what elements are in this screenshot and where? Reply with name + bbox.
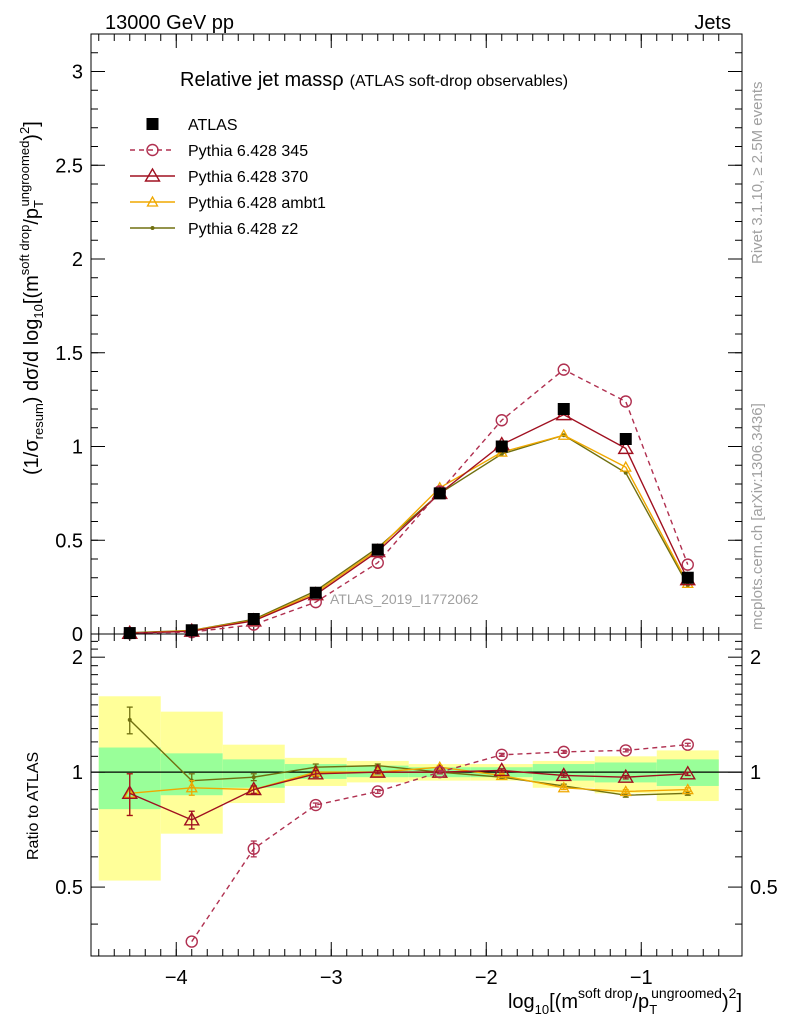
- legend-item: Pythia 6.428 345: [130, 143, 308, 160]
- x-tick-label: −2: [475, 967, 498, 989]
- ratio-data-point: [371, 785, 384, 798]
- main-y-tick-label: 3: [72, 62, 83, 84]
- main-y-tick-label: 2.5: [55, 155, 83, 177]
- ratio-y-tick-label: 1: [72, 762, 83, 784]
- plot-title-sub: (ATLAS soft-drop observables): [350, 73, 568, 90]
- ratio-data-point: [127, 717, 132, 722]
- data-point: [433, 487, 446, 500]
- ratio-data-point: [681, 738, 694, 751]
- ratio-series-line: [129, 769, 688, 821]
- x-tick-label: −1: [630, 967, 653, 989]
- data-point: [185, 624, 198, 637]
- header-analysis-label: Jets: [694, 12, 731, 34]
- data-point: [681, 558, 694, 571]
- legend-item: Pythia 6.428 370: [130, 167, 308, 186]
- mcplots-label: mcplots.cern.ch [arXiv:1306.3436]: [749, 403, 766, 630]
- main-y-axis-label: (1/σresum) dσ/d log10[(msoft drop/pTungr…: [17, 121, 46, 475]
- legend-marker: [146, 195, 159, 207]
- series-line: [129, 413, 689, 634]
- legend-item: ATLAS: [146, 117, 238, 134]
- data-point: [247, 613, 260, 625]
- ratio-data-point: [309, 798, 322, 812]
- plot-title: Relative jet massρ (ATLAS soft-drop obser…: [180, 69, 568, 91]
- legend-label: Pythia 6.428 z2: [188, 221, 298, 238]
- ratio-data-point: [369, 763, 386, 778]
- ratio-data-point: [307, 765, 324, 780]
- ratio-data-point: [495, 748, 508, 762]
- data-point: [123, 627, 136, 640]
- ratio-data-point: [247, 842, 260, 855]
- data-point: [557, 428, 570, 440]
- ratio-y-tick-label-right: 2: [750, 647, 761, 669]
- data-point: [619, 395, 632, 408]
- data-point: [619, 460, 632, 472]
- ratio-data-point: [617, 768, 634, 783]
- ratio-series-line: [129, 719, 688, 796]
- main-y-tick-label: 2: [72, 249, 83, 271]
- ratio-y-tick-label-right: 1: [750, 762, 761, 784]
- legend-marker: [146, 143, 159, 157]
- ratio-data-point: [245, 781, 262, 796]
- data-point: [309, 586, 322, 599]
- rivet-version-label: Rivet 3.1.10, ≥ 2.5M events: [749, 82, 766, 265]
- main-y-tick-label: 1: [72, 437, 83, 459]
- main-plot-panel: 0 0.5 1 1.5 2 2.5 3: [55, 33, 743, 646]
- legend-label: ATLAS: [188, 117, 238, 134]
- legend-marker: [144, 167, 161, 182]
- ratio-y-axis-label: Ratio to ATLAS: [25, 752, 42, 860]
- ratio-plot-panel: 0.5 0.5 1 1 2 2 −4 −3 −2 −1: [55, 633, 778, 989]
- ratio-data-point: [557, 781, 570, 793]
- main-y-tick-label: 0.5: [55, 530, 83, 552]
- ratio-y-tick-label-right: 0.5: [750, 877, 778, 899]
- ratio-data-point: [251, 775, 256, 780]
- ratio-data-point: [493, 762, 510, 777]
- legend-marker: [146, 118, 159, 130]
- series-line: [129, 368, 689, 634]
- ratio-data-point: [121, 784, 138, 800]
- x-tick-label: −4: [165, 967, 188, 989]
- ratio-data-point: [433, 765, 446, 779]
- plot-title-main: Relative jet massρ: [180, 69, 344, 91]
- ratio-y-tick-label: 2: [72, 647, 83, 669]
- main-y-tick-label: 1.5: [55, 343, 83, 365]
- ratio-plot-frame: [90, 633, 743, 957]
- x-axis-label: log10[(msoft drop/pTungroomed)2]: [508, 985, 742, 1017]
- ratio-data-point: [185, 935, 198, 948]
- main-y-tick-label: 0: [72, 624, 83, 646]
- ratio-data-point: [183, 811, 200, 826]
- data-point: [371, 556, 384, 569]
- ratio-data-point: [185, 781, 198, 793]
- ratio-series-line: [129, 766, 688, 795]
- data-point: [495, 440, 508, 453]
- data-point: [681, 571, 694, 584]
- legend: ATLAS Pythia 6.428 345 Pythia 6.428 370 Pyt…: [130, 117, 326, 238]
- ratio-data-point: [557, 745, 570, 759]
- legend-label: Pythia 6.428 ambt1: [188, 195, 326, 212]
- ratio-data-point: [619, 744, 632, 757]
- header-collision: 13000 GeV pp: [105, 12, 234, 34]
- analysis-watermark: ATLAS_2019_I1772062: [330, 591, 479, 607]
- data-point: [495, 414, 508, 427]
- data-point: [557, 363, 570, 376]
- ratio-series-pythia-6-428-370: [121, 762, 696, 830]
- data-point: [371, 543, 384, 556]
- x-tick-label: −3: [320, 967, 343, 989]
- ratio-data-point: [555, 767, 572, 782]
- ratio-y-tick-label: 0.5: [55, 877, 83, 899]
- data-point: [617, 439, 634, 455]
- ratio-data-point: [679, 765, 696, 780]
- legend-item: Pythia 6.428 z2: [130, 221, 298, 238]
- ratio-data-point: [619, 785, 632, 797]
- data-point: [619, 433, 632, 445]
- ratio-data-point: [681, 783, 694, 795]
- ratio-series-pythia-6-428-345: [185, 738, 694, 948]
- data-point: [557, 403, 570, 415]
- legend-label: Pythia 6.428 370: [188, 169, 308, 186]
- legend-marker: [150, 226, 155, 230]
- legend-label: Pythia 6.428 345: [188, 143, 308, 160]
- legend-item: Pythia 6.428 ambt1: [130, 195, 326, 212]
- main-series-atlas: [123, 403, 694, 640]
